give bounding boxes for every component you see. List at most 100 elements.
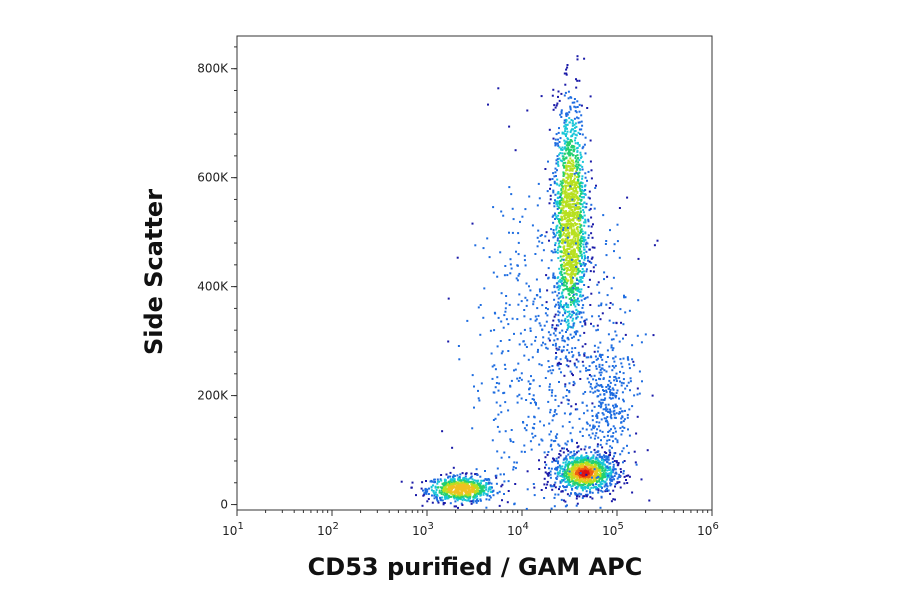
event-point — [580, 254, 583, 257]
event-point — [569, 154, 572, 157]
event-point — [537, 229, 540, 232]
event-point — [573, 482, 576, 485]
event-point — [565, 296, 568, 299]
event-point — [609, 408, 611, 411]
event-point — [454, 483, 457, 486]
event-point — [572, 470, 575, 473]
event-point — [565, 118, 568, 121]
event-point — [439, 491, 442, 494]
event-point — [628, 367, 631, 370]
event-point — [584, 193, 586, 196]
event-point — [622, 357, 625, 360]
event-point — [438, 489, 441, 492]
event-point — [615, 472, 618, 475]
event-point — [561, 291, 564, 294]
event-point — [582, 474, 585, 477]
event-point — [439, 496, 441, 499]
event-point — [567, 251, 569, 254]
event-point — [561, 238, 564, 241]
event-point — [605, 361, 608, 363]
event-point — [460, 484, 463, 486]
event-point — [573, 117, 576, 120]
event-point — [568, 111, 571, 114]
event-point — [557, 362, 560, 365]
event-point — [567, 235, 570, 238]
event-point — [508, 186, 511, 189]
event-point — [581, 217, 584, 220]
event-point — [556, 158, 559, 161]
event-point — [534, 336, 537, 339]
event-point — [487, 478, 490, 480]
event-point — [608, 472, 611, 475]
event-point — [574, 299, 577, 302]
event-point — [606, 275, 609, 278]
event-point — [579, 243, 581, 246]
event-point — [561, 149, 564, 151]
event-point — [615, 321, 618, 324]
event-point — [484, 484, 487, 487]
event-point — [562, 485, 565, 488]
x-tick-label: 105 — [602, 521, 624, 538]
event-point — [577, 236, 580, 239]
event-point — [611, 435, 614, 438]
event-point — [576, 225, 579, 228]
event-point — [572, 243, 575, 246]
event-point — [573, 296, 576, 299]
event-point — [615, 471, 618, 474]
event-point — [576, 154, 579, 157]
event-point — [628, 309, 631, 312]
event-point — [520, 378, 523, 381]
event-point — [569, 432, 572, 435]
event-point — [576, 228, 579, 231]
event-point — [455, 491, 458, 494]
event-point — [570, 242, 573, 244]
event-point — [575, 134, 578, 137]
event-point — [575, 467, 578, 470]
event-point — [433, 494, 436, 497]
event-point — [609, 415, 612, 418]
event-point — [576, 299, 579, 302]
event-point — [588, 460, 591, 463]
event-point — [593, 374, 596, 377]
event-point — [571, 183, 573, 186]
event-point — [561, 181, 564, 184]
event-point — [474, 500, 477, 503]
event-point — [570, 492, 572, 495]
event-point — [567, 176, 570, 179]
event-point — [574, 287, 577, 290]
event-point — [609, 451, 612, 454]
event-point — [569, 282, 572, 285]
event-point — [546, 453, 549, 456]
event-point — [580, 184, 583, 187]
event-point — [569, 275, 572, 278]
event-point — [614, 416, 617, 419]
event-point — [582, 392, 585, 395]
event-point — [597, 389, 600, 392]
event-point — [573, 206, 576, 209]
event-point — [600, 495, 603, 498]
event-point — [587, 259, 590, 262]
event-point — [573, 362, 576, 365]
event-point — [588, 365, 591, 368]
event-point — [579, 478, 582, 481]
event-point — [578, 259, 581, 262]
event-point — [573, 101, 576, 104]
event-point — [427, 493, 430, 495]
event-point — [597, 411, 600, 414]
event-point — [534, 315, 537, 318]
event-point — [579, 226, 582, 229]
event-point — [548, 422, 551, 425]
event-point — [595, 329, 598, 332]
event-point — [540, 95, 543, 98]
event-point — [579, 239, 582, 242]
event-point — [570, 326, 573, 329]
event-point — [607, 423, 610, 426]
event-point — [483, 486, 486, 489]
event-point — [565, 169, 568, 172]
event-point — [571, 470, 574, 473]
event-point — [560, 303, 562, 306]
event-point — [576, 456, 579, 459]
event-point — [624, 296, 627, 299]
event-point — [556, 237, 559, 240]
event-point — [523, 450, 526, 453]
